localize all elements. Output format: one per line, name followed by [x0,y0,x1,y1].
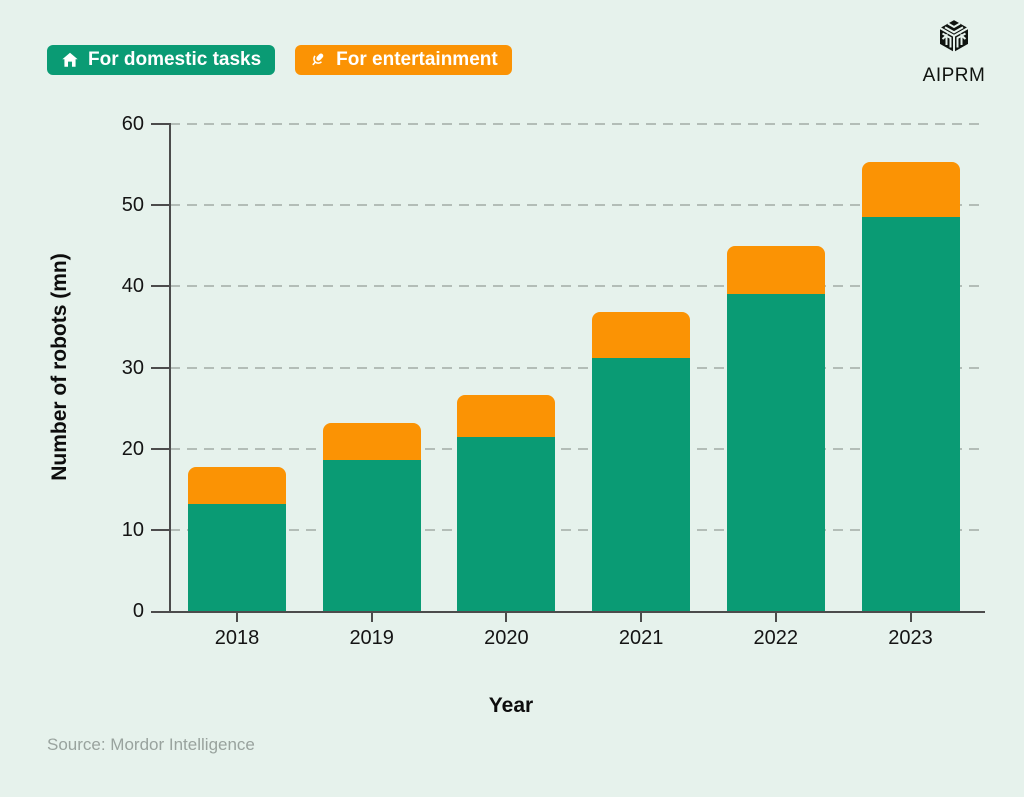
legend-label-domestic: For domestic tasks [88,49,262,70]
bar-2021 [592,312,691,611]
segment-domestic [592,357,691,611]
y-tick-label: 20 [121,437,144,460]
y-axis-tick [151,204,170,207]
segment-entertainment [592,312,691,358]
y-axis-tick [151,447,170,450]
legend-item-entertainment: For entertainment [295,45,512,75]
segment-domestic [188,503,286,611]
aiprm-logo-icon [936,17,972,55]
y-axis-line [169,123,171,611]
x-axis-tick [909,611,912,622]
y-axis-tick [151,366,170,369]
bar-2019 [322,422,421,611]
bar-2023 [861,162,960,611]
y-axis-tick [151,123,170,125]
x-tick-label: 2020 [484,627,529,649]
segment-entertainment [188,467,286,504]
segment-domestic [457,436,556,611]
source-note: Source: Mordor Intelligence [47,735,255,754]
segment-entertainment [457,395,556,437]
x-axis-tick [236,611,238,622]
y-tick-label: 40 [121,275,144,298]
y-axis-title: Number of robots (mn) [48,253,71,481]
y-tick-label: 10 [121,518,144,541]
legend: For domestic tasks For entertainment [47,45,512,75]
x-axis-tick [774,611,777,622]
plot-area: 0 10 20 30 40 50 60 2018 2019 2020 2021 2022 2023 [122,113,985,649]
x-axis-labels: 2018 2019 2020 2021 2022 2023 [170,124,985,649]
bar-2022 [726,245,825,611]
x-tick-label: 2021 [618,627,664,649]
gridlines-layer: 0 10 20 30 40 50 60 [122,113,985,622]
microphone-icon [312,53,324,66]
segment-domestic [861,216,960,611]
x-axis-tick [505,611,508,622]
segment-entertainment [322,422,421,461]
x-axis-line [151,611,985,613]
y-tick-label: 60 [121,113,144,135]
y-axis-tick [151,285,170,288]
y-tick-label: 50 [121,194,144,217]
segment-domestic [322,460,421,611]
gridline [170,204,985,207]
x-tick-label: 2023 [888,627,933,649]
x-axis-title: Year [488,694,534,717]
gridline [170,528,985,531]
x-axis-tick [370,611,373,622]
x-axis-tick [640,611,643,622]
gridline [170,285,985,288]
segment-entertainment [726,245,825,295]
x-tick-label: 2018 [214,627,260,649]
x-tick-label: 2022 [753,627,799,649]
bar-2020 [457,395,556,611]
brand: AIPRM [912,14,996,87]
legend-label-entertainment: For entertainment [336,49,498,70]
bars-layer [170,124,985,611]
y-tick-label: 0 [132,600,144,622]
gridline [170,123,985,125]
legend-item-domestic: For domestic tasks [47,45,276,75]
gridline [170,447,985,450]
segment-entertainment [861,162,960,217]
y-axis-tick [151,528,170,531]
brand-name: AIPRM [922,65,986,86]
gridline [170,366,985,369]
y-tick-label: 30 [121,356,144,379]
house-icon [62,52,78,67]
bar-2018 [188,467,286,611]
x-tick-label: 2019 [349,627,394,649]
segment-domestic [726,294,825,611]
